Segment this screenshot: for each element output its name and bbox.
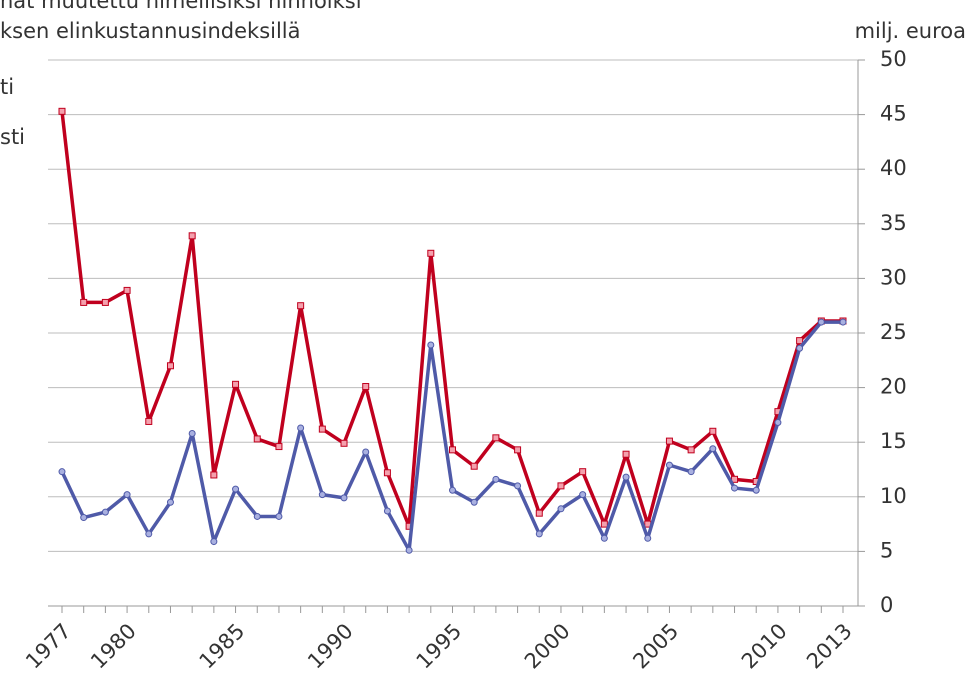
point <box>253 435 261 443</box>
point <box>492 434 500 442</box>
x-tick-label: 1995 <box>412 619 467 674</box>
point <box>297 424 305 432</box>
point <box>709 427 717 435</box>
y-tick-label: 10 <box>880 484 907 508</box>
point <box>535 509 543 517</box>
x-tick-label: 1980 <box>86 619 141 674</box>
point <box>557 482 565 490</box>
point <box>166 362 174 370</box>
point <box>514 446 522 454</box>
point <box>145 530 153 538</box>
point <box>232 485 240 493</box>
point <box>188 429 196 437</box>
x-tick-label: 1977 <box>21 619 76 674</box>
chart-subtitle: ksen elinkustannusindeksillä <box>0 19 301 43</box>
legend-label: ti <box>0 75 14 99</box>
point <box>383 469 391 477</box>
point <box>275 443 283 451</box>
point <box>340 494 348 502</box>
y-tick-label: 5 <box>880 538 893 562</box>
x-tick-label: 2000 <box>520 619 575 674</box>
point <box>687 446 695 454</box>
point <box>58 468 66 476</box>
point <box>101 298 109 306</box>
point <box>665 461 673 469</box>
point <box>839 318 847 326</box>
legend-label: sti <box>0 125 25 149</box>
point <box>297 302 305 310</box>
y-axis-label: milj. euroa <box>855 19 966 43</box>
point <box>210 538 218 546</box>
point <box>145 417 153 425</box>
point <box>318 425 326 433</box>
point <box>622 473 630 481</box>
y-tick-label: 30 <box>880 265 907 289</box>
point <box>383 507 391 515</box>
point <box>644 534 652 542</box>
x-tick-label: 1990 <box>303 619 358 674</box>
point <box>123 286 131 294</box>
x-tick-label: 1985 <box>195 619 250 674</box>
point <box>470 462 478 470</box>
point <box>600 520 608 528</box>
point <box>232 380 240 388</box>
point <box>796 337 804 345</box>
point <box>188 232 196 240</box>
point <box>687 468 695 476</box>
point <box>470 498 478 506</box>
point <box>253 512 261 520</box>
point <box>275 512 283 520</box>
y-tick-label: 25 <box>880 320 907 344</box>
point <box>449 486 456 494</box>
point <box>405 546 413 554</box>
point <box>362 383 370 391</box>
point <box>774 419 782 427</box>
point <box>58 107 66 115</box>
y-tick-label: 45 <box>880 102 907 126</box>
point <box>101 508 109 516</box>
x-tick-label: 2010 <box>737 619 792 674</box>
y-tick-label: 40 <box>880 156 907 180</box>
point <box>80 298 88 306</box>
point <box>514 482 522 490</box>
point <box>709 445 717 453</box>
point <box>752 486 760 494</box>
point <box>340 439 348 447</box>
chart-title: hat muutettu nimellisiksi hinnoiksi <box>0 0 362 13</box>
point <box>579 468 587 476</box>
point <box>557 505 565 513</box>
point <box>622 450 630 458</box>
point <box>600 534 608 542</box>
point <box>123 491 131 499</box>
y-tick-label: 0 <box>880 593 893 617</box>
point <box>731 484 739 492</box>
point <box>579 491 587 499</box>
point <box>449 446 456 454</box>
point <box>362 448 370 456</box>
series-line <box>60 111 843 529</box>
point <box>492 475 500 483</box>
point <box>535 530 543 538</box>
point <box>318 491 326 499</box>
point <box>166 498 174 506</box>
x-tick-label: 2005 <box>628 619 683 674</box>
y-tick-label: 50 <box>880 47 907 71</box>
point <box>796 344 804 352</box>
point <box>80 514 88 522</box>
y-tick-label: 35 <box>880 211 907 235</box>
point <box>427 249 435 257</box>
point <box>210 471 218 479</box>
y-tick-label: 20 <box>880 375 907 399</box>
x-tick-label: 2013 <box>802 619 857 674</box>
point <box>665 437 673 445</box>
point <box>817 318 825 326</box>
y-tick-label: 15 <box>880 429 907 453</box>
point <box>427 341 435 349</box>
